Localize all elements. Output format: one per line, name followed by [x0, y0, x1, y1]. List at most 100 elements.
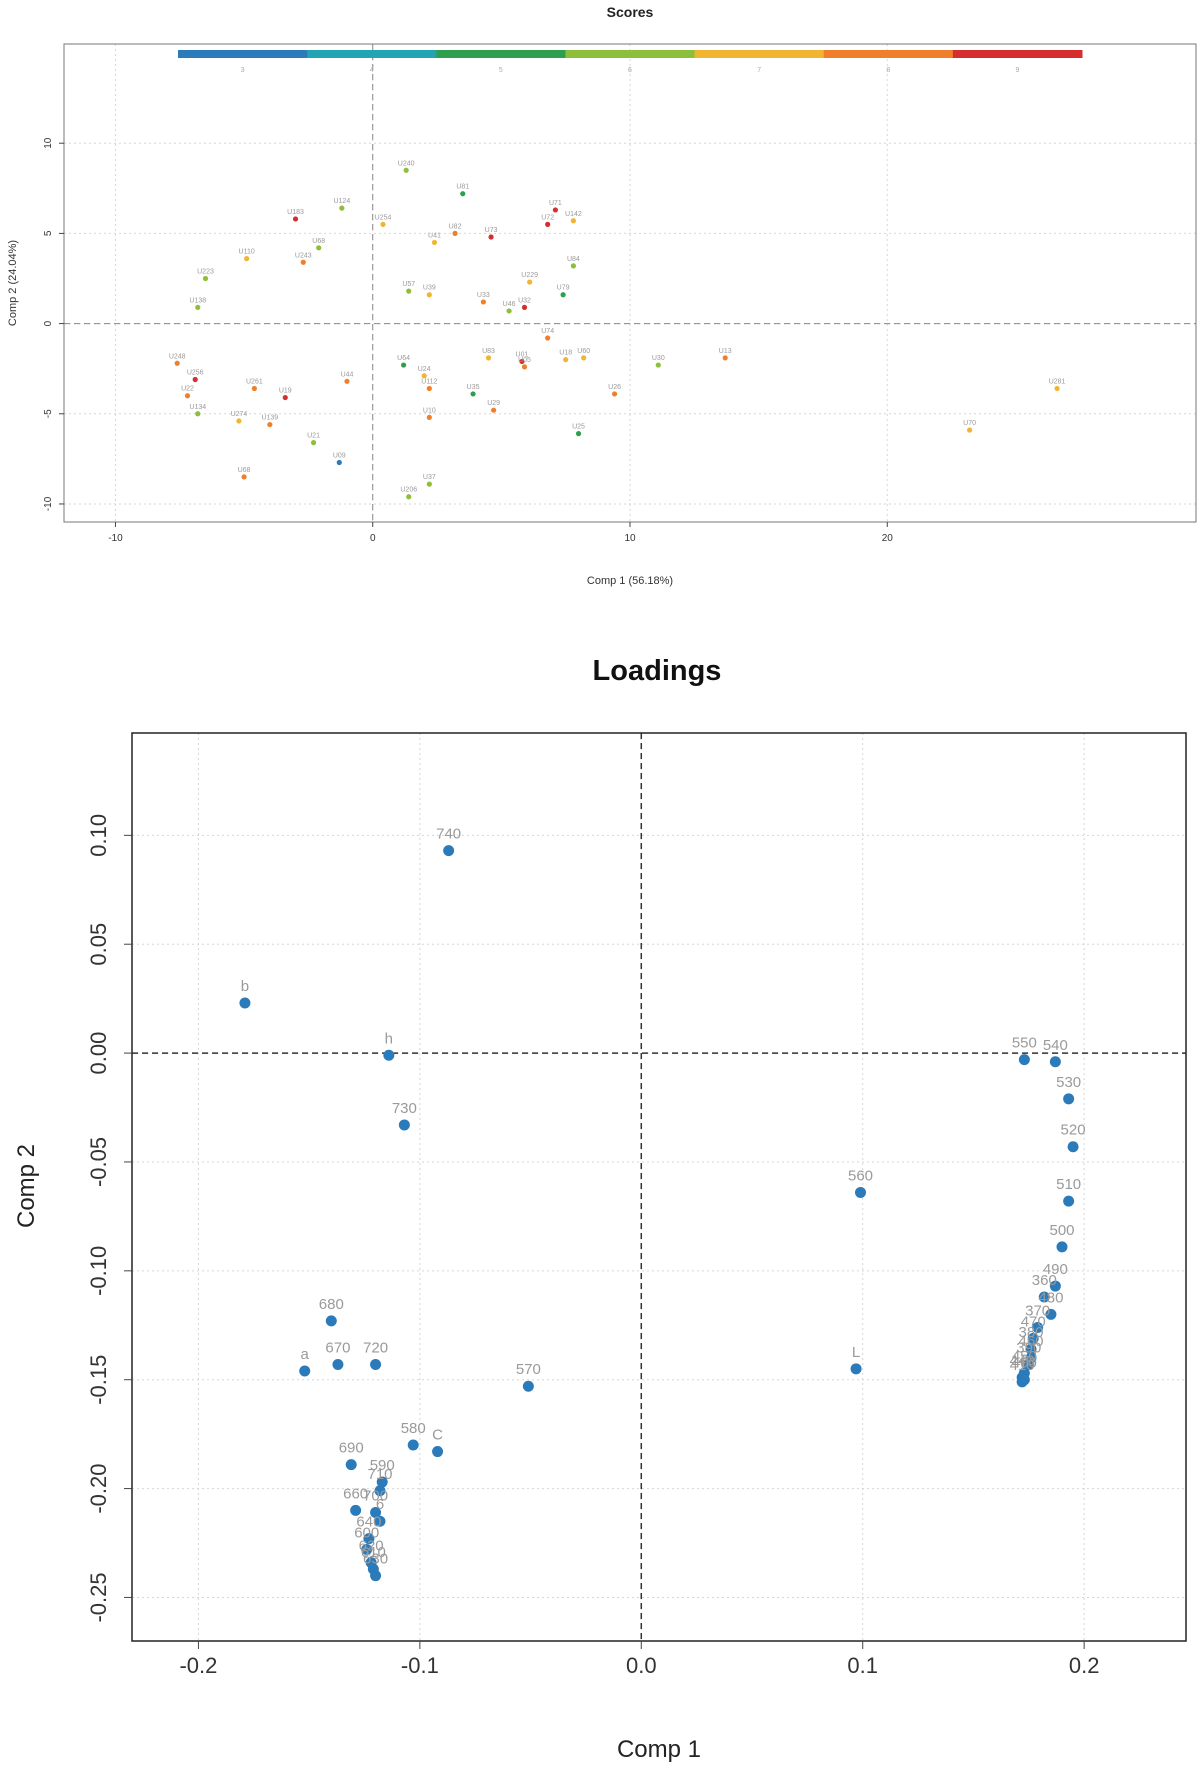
scores-y-axis-label: Comp 2 (24.04%) — [7, 240, 19, 326]
color-scale-segment — [436, 50, 566, 58]
color-scale-segment — [565, 50, 696, 58]
color-scale-label: 5 — [499, 67, 503, 74]
data-point-label: U261 — [246, 379, 263, 386]
data-point-label: L — [852, 1344, 860, 1361]
data-point — [361, 1544, 373, 1556]
data-point-label: C — [432, 1427, 443, 1444]
data-point-label: 460 — [1018, 1333, 1043, 1350]
data-point-label: U68 — [312, 238, 325, 245]
data-point-label: 560 — [848, 1167, 873, 1184]
data-point — [403, 167, 409, 173]
data-point — [1067, 1141, 1079, 1153]
data-point-label: U22 — [181, 386, 194, 393]
data-point-label: U112 — [421, 379, 437, 386]
data-point-label: U18 — [559, 350, 572, 357]
data-point-label: 640 — [356, 1514, 381, 1531]
data-point — [485, 355, 492, 361]
x-tick-label: 0.2 — [1069, 1653, 1100, 1678]
color-scale-label: 8 — [886, 67, 890, 74]
data-point — [370, 1570, 382, 1582]
data-point-label: U281 — [1049, 379, 1066, 386]
data-point-label: 630 — [363, 1551, 388, 1568]
data-point-label: 360 — [1032, 1272, 1057, 1289]
x-tick-label: 20 — [882, 533, 894, 544]
data-point-label: U223 — [197, 268, 214, 275]
data-point-label: 620 — [359, 1538, 384, 1555]
data-point — [519, 358, 525, 365]
data-point — [282, 394, 288, 401]
data-point — [1032, 1321, 1044, 1333]
data-point-label: h — [385, 1030, 393, 1047]
data-point — [1023, 1358, 1035, 1370]
data-point — [1054, 385, 1060, 392]
data-point — [488, 234, 494, 240]
scores-x-axis-label: Comp 1 (56.18%) — [587, 575, 673, 587]
y-tick-label: 0.00 — [86, 1032, 111, 1075]
y-tick-label: 5 — [43, 230, 54, 236]
data-point-label: 700 — [363, 1488, 388, 1505]
data-point — [575, 431, 582, 437]
data-point — [1049, 1056, 1061, 1068]
y-tick-label: -10 — [43, 496, 54, 511]
data-point — [426, 385, 432, 392]
data-point — [426, 292, 432, 298]
data-point-label: U248 — [169, 353, 186, 360]
x-tick-label: -10 — [108, 533, 123, 544]
loadings-y-ticks: 0.10 0.05 0.00 -0.05 -0.10 -0.15 -0.20 -0.25 — [86, 814, 132, 1623]
data-point-label: b — [241, 978, 249, 995]
data-point — [1016, 1376, 1028, 1388]
data-point — [406, 494, 412, 500]
data-point — [1056, 1241, 1068, 1253]
data-point-label: U84 — [567, 256, 580, 263]
scores-grid — [64, 44, 1196, 522]
data-point — [299, 1365, 311, 1377]
x-tick-label: -0.1 — [401, 1653, 439, 1678]
data-point-label: U134 — [189, 404, 206, 411]
data-point-label: U139 — [261, 415, 278, 422]
data-point — [431, 239, 438, 246]
data-point-label: U240 — [398, 160, 415, 167]
data-point-label: U25 — [572, 424, 585, 431]
y-tick-label: 10 — [43, 137, 54, 149]
data-point — [195, 304, 201, 310]
data-point-label: U37 — [423, 474, 436, 481]
data-point-label: 590 — [370, 1457, 395, 1474]
data-point — [407, 1439, 419, 1451]
data-point-label: 400 — [1012, 1355, 1037, 1372]
data-point — [611, 391, 618, 397]
y-tick-label: -0.20 — [86, 1463, 111, 1513]
data-point — [506, 308, 512, 314]
data-point-label: 410 — [1010, 1357, 1035, 1374]
y-tick-label: -5 — [43, 409, 54, 418]
data-point-label: U24 — [418, 366, 431, 373]
color-scale-segment — [178, 50, 308, 58]
loadings-title: Loadings — [593, 655, 722, 687]
data-point-label: 6 — [376, 1496, 384, 1513]
data-point-label: 540 — [1043, 1037, 1068, 1054]
color-scale-segment — [952, 50, 1083, 58]
data-point — [855, 1186, 866, 1198]
data-point — [398, 1119, 410, 1131]
data-point — [336, 459, 342, 466]
color-scale-label: 6 — [628, 67, 632, 74]
x-tick-label: 0 — [370, 533, 376, 544]
y-tick-label: -0.25 — [86, 1572, 111, 1622]
data-point-label: U71 — [549, 200, 562, 207]
data-point — [300, 259, 306, 265]
data-point-label: U82 — [449, 223, 462, 230]
data-point-label: U68 — [238, 467, 251, 474]
data-point-label: 610 — [361, 1544, 386, 1561]
loadings-points — [239, 845, 1079, 1582]
data-point-label: 600 — [354, 1525, 379, 1542]
data-point-label: U13 — [719, 348, 732, 355]
data-point-label: 690 — [339, 1440, 364, 1457]
data-point-label: U256 — [187, 370, 204, 377]
data-point-label: U21 — [307, 433, 320, 440]
scores-title: Scores — [607, 4, 654, 20]
data-point-label: U229 — [521, 272, 538, 279]
data-point — [251, 385, 257, 392]
data-point — [421, 373, 427, 379]
data-point-label: U09 — [333, 452, 346, 459]
